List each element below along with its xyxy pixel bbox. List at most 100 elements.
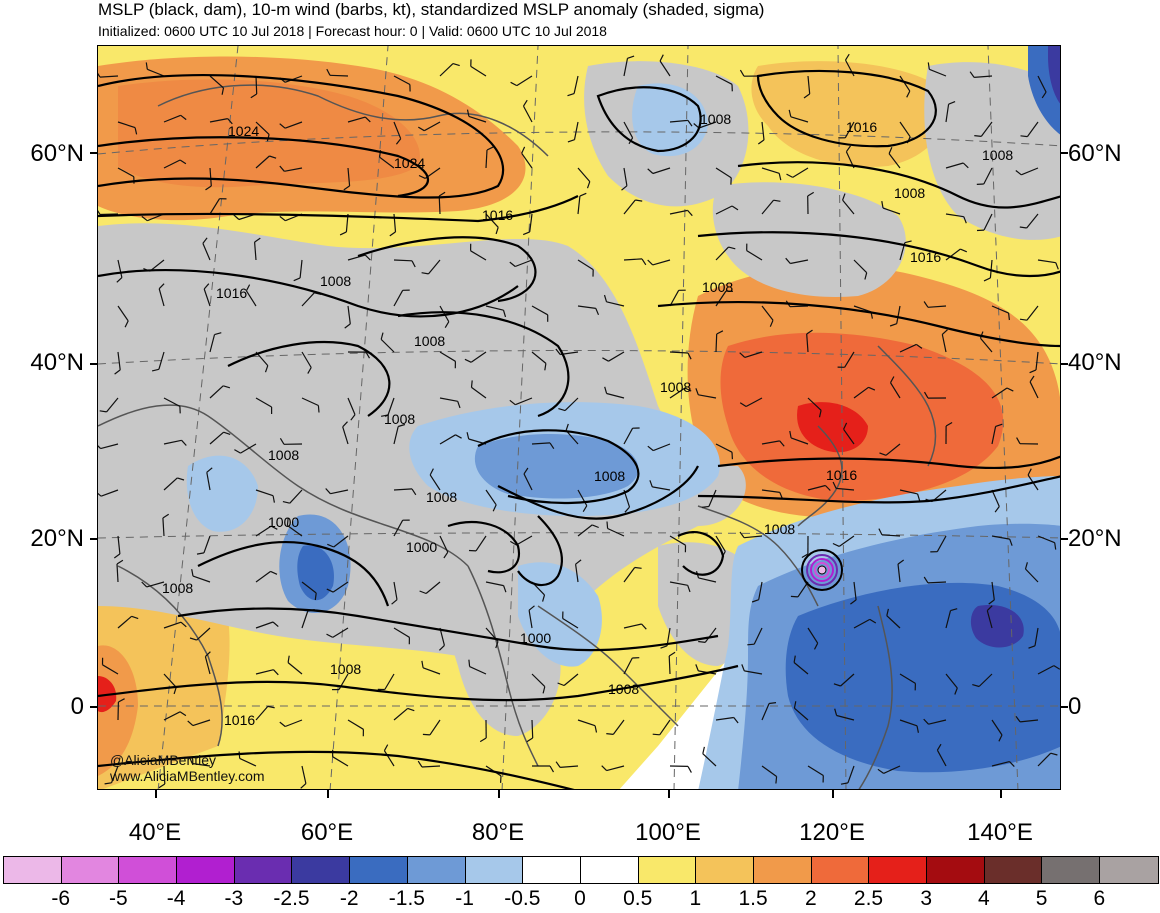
colorbar-label: -6 — [51, 887, 71, 910]
wind-barb-flag — [994, 506, 1000, 513]
wind-barb — [746, 250, 763, 261]
colorbar-swatch — [407, 857, 466, 883]
lat-label-40n-right: 40°N — [1068, 349, 1122, 376]
wind-barb-flag — [769, 702, 777, 705]
wind-barb — [698, 121, 717, 129]
wind-barb — [117, 535, 121, 554]
colorbar-swatch — [638, 857, 697, 883]
lon-label-60e: 60°E — [300, 819, 354, 846]
wind-barb-flag — [850, 599, 857, 605]
wind-barb — [927, 581, 947, 584]
wind-barb-flag — [287, 655, 290, 663]
wind-barb — [421, 765, 441, 768]
wind-barb — [475, 535, 487, 552]
colorbar-swatch — [61, 857, 120, 883]
wind-barb — [623, 167, 628, 186]
wind-barb-flag — [1028, 645, 1036, 649]
wind-barb-flag — [844, 53, 850, 61]
wind-barb — [485, 489, 497, 506]
wind-barb — [1026, 213, 1039, 229]
wind-barb-flag — [888, 146, 893, 154]
wind-barb — [287, 525, 303, 537]
wind-barb-flag — [818, 410, 822, 418]
colorbar-swatch — [1042, 857, 1101, 883]
wind-barb-flag — [917, 493, 921, 501]
wind-barb — [669, 581, 688, 586]
wind-barb — [652, 259, 671, 266]
wind-barb-flag — [419, 590, 427, 595]
wind-barb-flag — [923, 391, 929, 399]
wind-barb-flag — [325, 488, 331, 495]
wind-barb-flag — [988, 599, 995, 605]
wind-barb-flag — [1053, 665, 1060, 670]
wind-barb — [761, 199, 774, 215]
wind-barb — [531, 351, 547, 364]
wind-barb-flag — [544, 363, 547, 371]
wind-barb — [897, 564, 901, 583]
wind-barb-flag — [960, 248, 968, 253]
wind-barb — [790, 437, 809, 445]
wind-barb — [514, 259, 533, 268]
map-panel[interactable]: 1024 1024 1016 1016 1008 1008 1016 1008 … — [97, 45, 1061, 790]
wind-barb — [255, 121, 270, 135]
wind-barb-flag — [204, 651, 211, 658]
wind-barb-flag — [621, 185, 628, 191]
wind-barb-flag — [941, 329, 948, 335]
wind-barb-flag — [803, 93, 811, 99]
wind-barb-flag — [162, 513, 170, 519]
wind-barb — [99, 75, 119, 78]
wind-barb — [393, 581, 398, 600]
wind-barb-flag — [1009, 538, 1013, 546]
wind-barb — [794, 707, 809, 721]
wind-barb-flag — [602, 357, 609, 362]
wind-barb — [608, 351, 625, 362]
wind-barb-flag — [747, 643, 755, 646]
wind-barb — [807, 397, 822, 411]
wind-barb — [983, 167, 993, 185]
wind-barb — [529, 213, 533, 232]
wind-barb-flag — [279, 123, 286, 129]
wind-barb — [702, 753, 717, 767]
wind-barb — [387, 397, 395, 416]
wind-barb — [429, 474, 441, 491]
wind-barb-flag — [702, 746, 705, 754]
wind-barb — [761, 489, 780, 493]
wind-barb — [842, 199, 855, 215]
wind-barb — [330, 489, 349, 495]
wind-barb — [531, 673, 546, 688]
wind-barb-flag — [1029, 375, 1035, 383]
wind-barb-flag — [687, 585, 691, 593]
wind-barb — [1037, 535, 1055, 544]
wind-barb — [761, 305, 774, 321]
wind-barb — [577, 719, 596, 727]
wind-barb — [523, 473, 533, 491]
coastlines — [98, 84, 937, 789]
graticule — [98, 46, 1060, 789]
wind-barb — [744, 535, 763, 539]
colorbar-label: -0.5 — [504, 887, 541, 910]
wind-barb — [425, 581, 441, 594]
wind-barb-flag — [565, 423, 569, 431]
wind-barb — [698, 394, 717, 399]
wind-barb — [255, 489, 274, 497]
wind-barb-flag — [549, 442, 555, 450]
lon-label-40e: 40°E — [128, 819, 182, 846]
wind-barb — [299, 259, 303, 278]
wind-barb — [485, 149, 488, 169]
wind-barb-flag — [575, 559, 582, 565]
wind-barb — [240, 443, 257, 454]
wind-barb-flag — [421, 660, 424, 668]
wind-barb-flag — [635, 199, 643, 202]
wind-barb-flag — [948, 101, 956, 105]
wind-barb — [163, 477, 178, 491]
wind-barb — [192, 762, 211, 767]
wind-barb — [301, 397, 319, 407]
wind-barb-flag — [832, 542, 840, 547]
wind-barb — [1034, 627, 1039, 646]
wind-barb — [439, 63, 454, 77]
wind-barb — [623, 567, 636, 583]
wind-barb-flag — [272, 621, 279, 628]
wind-barb — [991, 387, 1008, 399]
wind-barb-flag — [206, 467, 213, 473]
wind-barb — [284, 719, 303, 728]
